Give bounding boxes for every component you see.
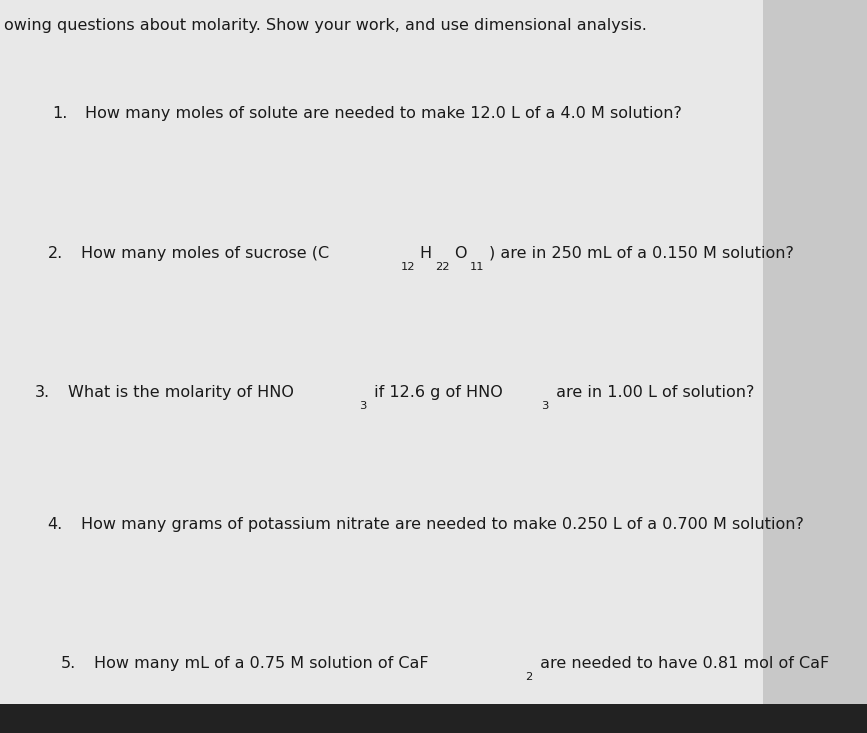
Text: are in 1.00 L of solution?: are in 1.00 L of solution?	[551, 385, 754, 399]
Text: H: H	[420, 246, 432, 260]
Text: How many moles of sucrose (C: How many moles of sucrose (C	[81, 246, 329, 260]
Text: owing questions about molarity. Show your work, and use dimensional analysis.: owing questions about molarity. Show you…	[4, 18, 647, 33]
Text: 3: 3	[541, 401, 549, 411]
FancyBboxPatch shape	[0, 0, 763, 718]
FancyBboxPatch shape	[0, 704, 867, 733]
Text: How many moles of solute are needed to make 12.0 L of a 4.0 M solution?: How many moles of solute are needed to m…	[85, 106, 681, 121]
Text: 3: 3	[359, 401, 367, 411]
Text: How many grams of potassium nitrate are needed to make 0.250 L of a 0.700 M solu: How many grams of potassium nitrate are …	[81, 517, 804, 531]
Text: 4.: 4.	[48, 517, 63, 531]
Text: 22: 22	[435, 262, 450, 272]
Text: 2: 2	[525, 672, 532, 682]
Text: if 12.6 g of HNO: if 12.6 g of HNO	[368, 385, 502, 399]
Text: 3.: 3.	[35, 385, 49, 399]
Text: How many mL of a 0.75 M solution of CaF: How many mL of a 0.75 M solution of CaF	[94, 656, 428, 671]
Text: ) are in 250 mL of a 0.150 M solution?: ) are in 250 mL of a 0.150 M solution?	[489, 246, 793, 260]
Text: 1.: 1.	[52, 106, 68, 121]
Text: are needed to have 0.81 mol of CaF: are needed to have 0.81 mol of CaF	[535, 656, 829, 671]
Text: 12: 12	[401, 262, 415, 272]
Text: 2.: 2.	[48, 246, 63, 260]
Text: 11: 11	[470, 262, 485, 272]
Text: 5.: 5.	[61, 656, 76, 671]
Text: What is the molarity of HNO: What is the molarity of HNO	[68, 385, 294, 399]
Text: O: O	[453, 246, 466, 260]
